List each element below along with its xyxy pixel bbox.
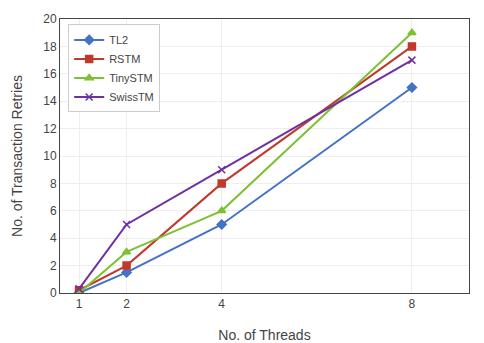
svg-text:TinySTM: TinySTM: [109, 72, 153, 84]
svg-text:TL2: TL2: [109, 34, 128, 46]
svg-text:4: 4: [50, 231, 57, 245]
svg-text:RSTM: RSTM: [109, 53, 140, 65]
svg-text:0: 0: [50, 286, 57, 300]
svg-text:20: 20: [43, 12, 57, 26]
svg-text:8: 8: [409, 297, 416, 311]
svg-text:1: 1: [76, 297, 83, 311]
svg-text:2: 2: [50, 259, 57, 273]
svg-text:2: 2: [123, 297, 130, 311]
svg-text:18: 18: [43, 40, 57, 54]
svg-text:6: 6: [50, 204, 57, 218]
svg-text:SwissTM: SwissTM: [109, 91, 154, 103]
svg-text:4: 4: [218, 297, 225, 311]
svg-text:No. of Transaction Retries: No. of Transaction Retries: [9, 75, 25, 237]
svg-text:8: 8: [50, 177, 57, 191]
svg-text:No. of Threads: No. of Threads: [218, 327, 310, 343]
svg-text:14: 14: [43, 94, 57, 108]
svg-text:16: 16: [43, 67, 57, 81]
svg-text:12: 12: [43, 122, 57, 136]
svg-text:10: 10: [43, 149, 57, 163]
